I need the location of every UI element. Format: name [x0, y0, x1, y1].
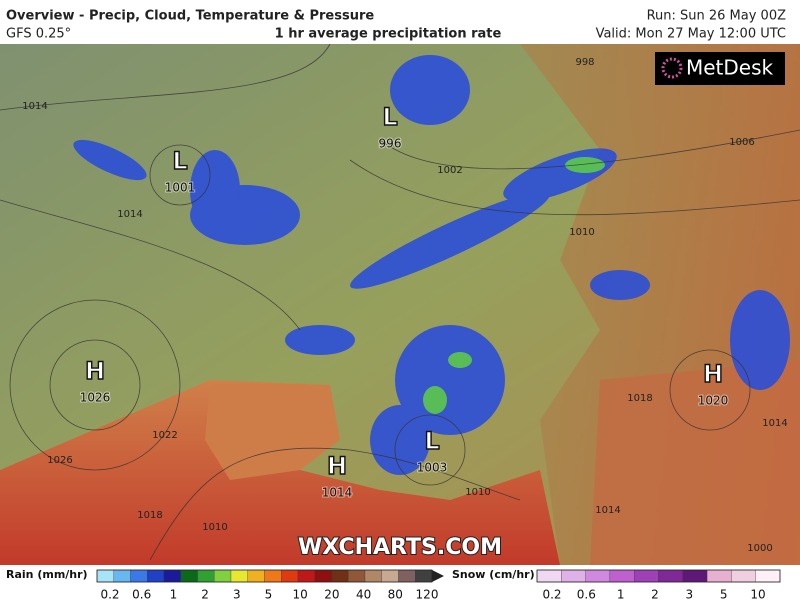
- rain-tick-label: 10: [293, 588, 308, 602]
- isobar-label: 1014: [22, 101, 47, 112]
- rain-tick-label: 3: [233, 588, 241, 602]
- rain-swatch: [314, 569, 332, 583]
- rain-swatch: [230, 569, 248, 583]
- rain-tick-label: 120: [416, 588, 439, 602]
- title: Overview - Precip, Cloud, Temperature & …: [6, 9, 374, 24]
- snow-swatch: [755, 569, 781, 583]
- rain-tick-label: 20: [324, 588, 339, 602]
- snow-tick-label: 5: [720, 588, 728, 602]
- rain-tick-label: 40: [356, 588, 371, 602]
- isobar-label: 1010: [202, 522, 227, 533]
- pressure-symbol: H: [85, 357, 105, 385]
- pressure-value: 996: [379, 137, 402, 151]
- pressure-symbol: H: [703, 360, 723, 388]
- isobar-label: 1014: [595, 505, 620, 516]
- logo-box: [655, 52, 785, 85]
- run: Run: Sun 26 May 00Z: [647, 9, 787, 24]
- isobars: [0, 43, 800, 561]
- rain-swatch: [281, 569, 299, 583]
- subtitle: 1 hr average precipitation rate: [275, 27, 502, 42]
- model: GFS 0.25°: [6, 27, 71, 42]
- precip: [73, 55, 790, 475]
- rain-tick-label: 80: [388, 588, 403, 602]
- land-anatolia: [590, 360, 800, 565]
- valid: Valid: Mon 27 May 12:00 UTC: [596, 27, 786, 42]
- pressure-value: 1026: [80, 391, 111, 405]
- isobar-label: 1014: [117, 209, 142, 220]
- watermark: WXCHARTS.COM: [298, 535, 502, 560]
- pressure-value: 1003: [417, 461, 448, 475]
- precip-heavy: [423, 157, 605, 414]
- snow-swatch: [634, 569, 659, 583]
- snow-swatch: [609, 569, 635, 583]
- rain-tick-label: 0.2: [100, 588, 119, 602]
- rain-swatch: [415, 569, 433, 583]
- snow-tick-label: 3: [686, 588, 694, 602]
- snow-swatch: [731, 569, 756, 583]
- rain-tick-label: 1: [170, 588, 178, 602]
- rain-swatch: [197, 569, 215, 583]
- pressure-symbol: L: [172, 147, 187, 175]
- isobar-label: 1002: [437, 165, 462, 176]
- isobar-label: 998: [575, 57, 594, 68]
- isobar-label: 1010: [465, 487, 490, 498]
- rain-legend-title: Rain (mm/hr): [6, 568, 88, 581]
- logo: MetDesk: [686, 56, 774, 80]
- map: H 1026 L 1001 L 996 H 1014 L 1003 H 1020 1014 1014 998…: [0, 43, 800, 565]
- rain-swatch: [147, 569, 165, 583]
- pressure-value: 1001: [165, 181, 196, 195]
- snow-tick-label: 10: [750, 588, 765, 602]
- pressure-symbol: H: [327, 452, 347, 480]
- rain-tick-label: 0.6: [132, 588, 151, 602]
- pressure-symbol: L: [382, 103, 397, 131]
- snow-tick-label: 0.2: [542, 588, 561, 602]
- isobar-label: 1022: [152, 430, 177, 441]
- rain-swatch: [348, 569, 366, 583]
- rain-swatch: [331, 569, 349, 583]
- snow-tick-label: 2: [651, 588, 659, 602]
- rain-swatch: [247, 569, 265, 583]
- rain-swatch: [113, 569, 131, 583]
- pressure-value: 1014: [322, 486, 353, 500]
- rain-swatch: [264, 569, 282, 583]
- snow-swatch: [585, 569, 611, 583]
- snow-legend-title: Snow (cm/hr): [452, 568, 535, 581]
- snow-swatch: [682, 569, 708, 583]
- rain-swatch: [180, 569, 198, 583]
- snow-tick-label: 1: [617, 588, 625, 602]
- rain-tick-label: 2: [201, 588, 209, 602]
- pressure-value: 1020: [698, 394, 729, 408]
- rain-tick-label: 5: [265, 588, 273, 602]
- rain-swatch: [214, 569, 232, 583]
- isobar-label: 1010: [569, 227, 594, 238]
- rain-arrow: [432, 570, 444, 582]
- rain-swatch: [130, 569, 148, 583]
- rain-swatch: [297, 569, 315, 583]
- snow-tick-label: 0.6: [577, 588, 596, 602]
- isobar-label: 1000: [747, 543, 772, 554]
- isobar-label: 1018: [627, 393, 652, 404]
- pressure-symbol: L: [424, 427, 439, 455]
- snow-swatch-frame: [536, 569, 781, 583]
- isobar-label: 1018: [137, 510, 162, 521]
- header-bg: [0, 0, 800, 44]
- land-iberia: [205, 385, 340, 480]
- rain-swatch: [163, 569, 181, 583]
- rain-swatch: [381, 569, 399, 583]
- rain-swatch: [96, 569, 114, 583]
- isobar-label: 1014: [762, 418, 787, 429]
- rain-swatch: [364, 569, 382, 583]
- rain-swatch: [398, 569, 416, 583]
- isobar-label: 1026: [47, 455, 72, 466]
- isobar-label: 1006: [729, 137, 754, 148]
- snow-swatch: [658, 569, 683, 583]
- logo-icon: [661, 57, 683, 79]
- snow-swatch: [706, 569, 732, 583]
- snow-swatch: [536, 569, 562, 583]
- snow-swatch: [561, 569, 586, 583]
